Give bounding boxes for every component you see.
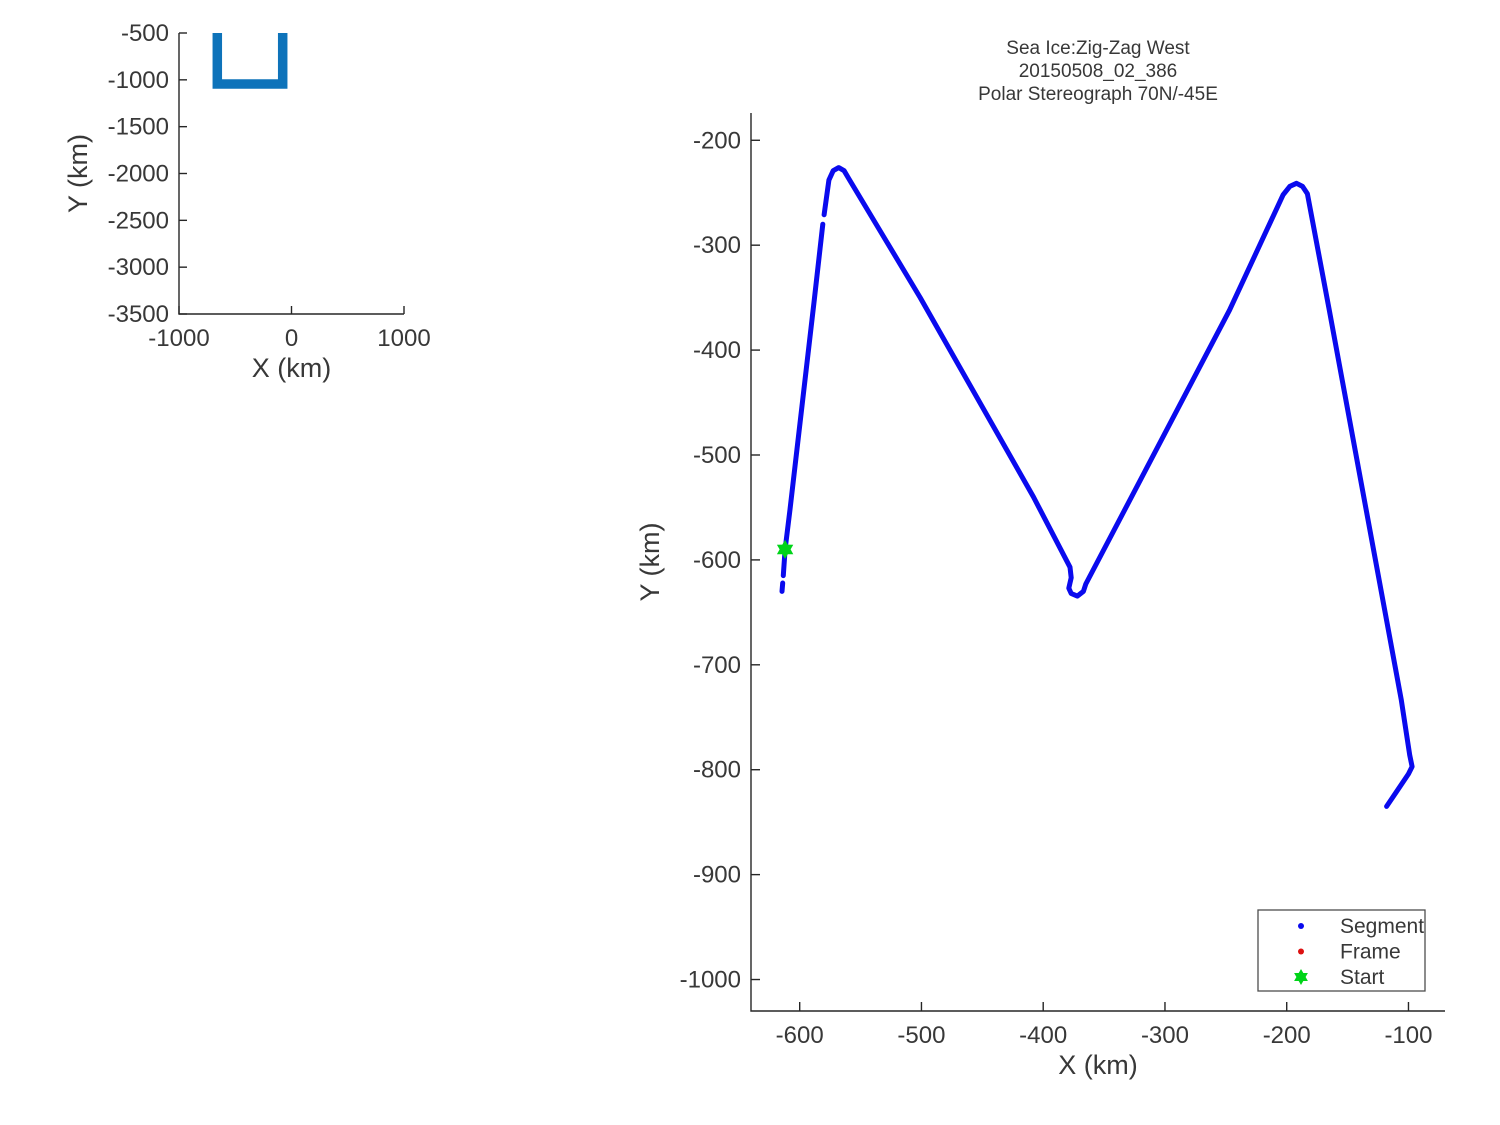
y-axis-label: Y (km): [635, 523, 665, 602]
y-tick-label: -3500: [108, 301, 169, 328]
y-tick-label: -600: [693, 547, 741, 574]
y-tick-label: -300: [693, 232, 741, 259]
start-marker: [776, 539, 794, 559]
route-overview-track: [212, 33, 288, 89]
segment-marker-icon: [1298, 923, 1304, 929]
legend-item-frame: Frame: [1298, 941, 1401, 964]
main-axes: [750, 113, 1445, 1012]
y-tick-label: -1000: [108, 67, 169, 94]
y-tick-label: -3000: [108, 254, 169, 281]
y-tick-label: -500: [693, 442, 741, 469]
x-tick-label: -500: [897, 1022, 945, 1049]
plot-title-line-3: Polar Stereograph 70N/-45E: [978, 84, 1218, 105]
plot-title-line-1: Sea Ice:Zig-Zag West: [1006, 38, 1190, 59]
y-tick-label: -200: [693, 127, 741, 154]
x-tick-label: -600: [776, 1022, 824, 1049]
x-tick-label: -300: [1141, 1022, 1189, 1049]
x-axis-label: X (km): [252, 353, 331, 383]
start-marker-icon: [1294, 969, 1308, 985]
frame-marker-icon: [1298, 948, 1304, 955]
y-tick-label: -800: [693, 757, 741, 784]
plot-title-line-2: 20150508_02_386: [1019, 61, 1178, 82]
y-tick-label: -700: [693, 652, 741, 679]
y-tick-label: -400: [693, 337, 741, 364]
y-tick-label: -2500: [108, 207, 169, 234]
legend-label: Segment: [1340, 915, 1424, 938]
x-tick-label: -100: [1384, 1022, 1432, 1049]
x-axis-label: X (km): [1058, 1050, 1137, 1080]
main-plot: -600 -500 -400 -300 -200 -100 -200 -300 -400 -500…: [635, 38, 1445, 1080]
y-tick-label: -500: [121, 20, 169, 47]
flight-track-segment-2: [780, 221, 826, 579]
overview-plot: -1000 0 1000 -500 -1000 -1500 -2000 -2500 -3000 -…: [63, 20, 431, 383]
legend-item-segment: Segment: [1298, 915, 1424, 938]
legend-label: Start: [1340, 966, 1385, 989]
flight-track-segment-3: [821, 165, 1415, 809]
y-tick-label: -1500: [108, 114, 169, 141]
x-tick-label: -200: [1263, 1022, 1311, 1049]
y-axis-label: Y (km): [63, 134, 93, 213]
x-tick-label: -400: [1019, 1022, 1067, 1049]
x-tick-label: 1000: [377, 325, 430, 352]
flight-track-segment-1: [779, 580, 786, 594]
y-tick-label: -2000: [108, 161, 169, 188]
legend-label: Frame: [1340, 941, 1401, 964]
y-tick-label: -900: [693, 862, 741, 889]
x-tick-label: 0: [285, 325, 298, 352]
legend-box: [1257, 909, 1426, 992]
x-tick-label: -1000: [148, 325, 209, 352]
y-tick-label: -1000: [680, 967, 741, 994]
legend-item-start: Start: [1294, 966, 1385, 989]
